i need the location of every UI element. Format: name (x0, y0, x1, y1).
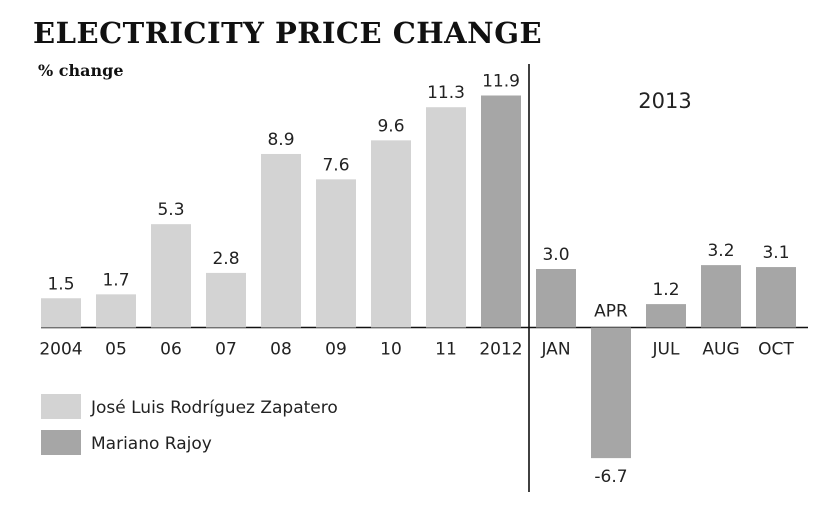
value-label-05: 1.7 (102, 270, 129, 290)
category-label-11: 11 (435, 340, 457, 360)
category-label-oct: OCT (758, 340, 794, 360)
category-label-06: 06 (160, 340, 182, 360)
value-label-10: 9.6 (377, 116, 404, 136)
value-label-oct: 3.1 (762, 243, 789, 263)
period-label-2013: 2013 (638, 89, 691, 113)
bar-jul (646, 304, 686, 328)
y-axis-label: % change (38, 61, 124, 80)
legend-swatch-rajoy (41, 430, 81, 455)
bar-aug (701, 265, 741, 328)
bar-10 (371, 140, 411, 328)
category-label-aug: AUG (702, 340, 739, 360)
bar-07 (206, 272, 246, 328)
category-label-05: 05 (105, 340, 127, 360)
legend: José Luis Rodríguez Zapatero Mariano Rajo… (41, 394, 338, 455)
bar-2004 (41, 298, 81, 328)
category-label-10: 10 (380, 340, 402, 360)
category-label-jan: JAN (540, 340, 570, 360)
bar-11 (426, 107, 466, 328)
bar-09 (316, 179, 356, 328)
value-label-jul: 1.2 (652, 280, 679, 300)
bar-oct (756, 267, 796, 328)
category-label-apr: APR (594, 302, 628, 322)
chart-title: ELECTRICITY PRICE CHANGE (33, 16, 542, 50)
category-label-2012: 2012 (479, 340, 522, 360)
value-label-07: 2.8 (212, 249, 239, 269)
legend-label-rajoy: Mariano Rajoy (91, 434, 212, 454)
value-label-08: 8.9 (267, 130, 294, 150)
value-label-06: 5.3 (157, 200, 184, 220)
bar-jan (536, 269, 576, 328)
bar-06 (151, 224, 191, 328)
value-label-09: 7.6 (322, 155, 349, 175)
category-label-07: 07 (215, 340, 237, 360)
bar-05 (96, 294, 136, 328)
category-label-09: 09 (325, 340, 347, 360)
value-label-aug: 3.2 (707, 241, 734, 261)
bar-apr (591, 327, 631, 459)
category-label-2004: 2004 (39, 340, 82, 360)
bars-layer: 1.5 2004 1.7 05 5.3 06 2.8 07 8.9 08 7.6 09 9.6 10 11.… (39, 72, 796, 487)
bar-08 (261, 153, 301, 328)
value-label-jan: 3.0 (542, 245, 569, 265)
value-label-2012: 11.9 (482, 72, 520, 92)
value-label-11: 11.3 (427, 83, 465, 103)
category-label-jul: JUL (652, 340, 680, 360)
legend-swatch-zapatero (41, 394, 81, 419)
legend-label-zapatero: José Luis Rodríguez Zapatero (90, 398, 338, 418)
bar-2012 (481, 95, 521, 328)
value-label-apr: -6.7 (594, 467, 627, 487)
value-label-2004: 1.5 (47, 274, 74, 294)
category-label-08: 08 (270, 340, 292, 360)
